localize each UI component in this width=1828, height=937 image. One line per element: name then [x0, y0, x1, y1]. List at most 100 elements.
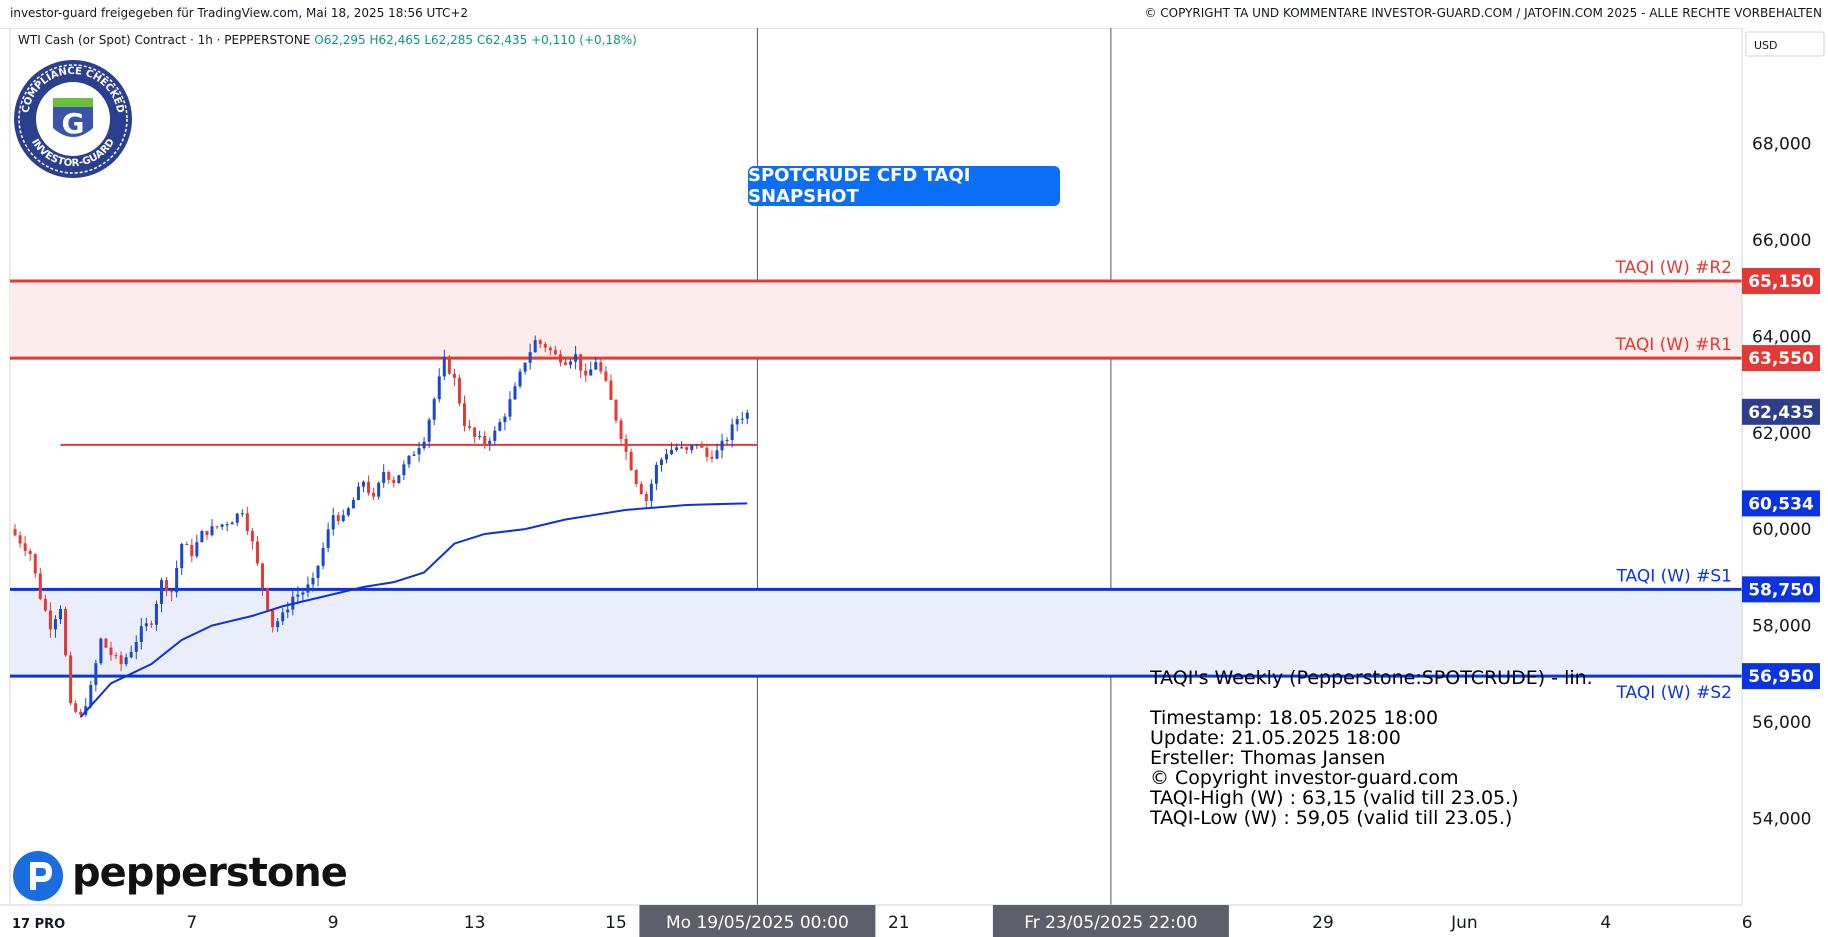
candle-body — [437, 376, 441, 400]
candle-body — [53, 619, 57, 630]
candle-body — [518, 371, 522, 387]
symbol-name: WTI Cash (or Spot) Contract · 1h · PEPPE… — [18, 33, 311, 47]
candle-body — [341, 515, 345, 521]
candle-body — [225, 524, 229, 526]
candle-body — [387, 472, 391, 480]
candle-body — [457, 377, 461, 404]
candle-body — [104, 638, 108, 648]
candle-body — [447, 356, 451, 374]
candle-body — [690, 444, 694, 451]
candle-body — [18, 535, 22, 544]
candle-body — [215, 526, 219, 528]
time-axis[interactable]: 7 9 13 15 21 29 Jun 4 6 Mo 19/05/2025 00:00 Fr 23/… — [0, 904, 1828, 937]
info-line: Ersteller: Thomas Jansen — [1150, 747, 1386, 769]
taqi-zone — [10, 280, 1742, 359]
candle-body — [266, 588, 270, 610]
candle-body — [730, 424, 734, 440]
candle-body — [710, 456, 714, 459]
candle-body — [397, 475, 401, 484]
candle-body — [629, 451, 633, 471]
candle-body — [74, 703, 78, 712]
candle-body — [175, 568, 179, 593]
level-name: TAQI (W) #R2 — [1614, 258, 1732, 278]
level-price-tag — [1742, 576, 1820, 603]
candle-body — [139, 626, 143, 642]
candle-body — [245, 513, 249, 531]
candle-body — [281, 612, 285, 622]
level-name: TAQI (W) #S1 — [1615, 566, 1732, 586]
candle-body — [382, 472, 386, 483]
candle-body — [498, 422, 502, 431]
candle-body — [649, 483, 653, 501]
candle-body — [665, 454, 668, 460]
level-price-tag — [1742, 345, 1820, 372]
level-name: TAQI (W) #S2 — [1615, 683, 1732, 703]
candle-body — [584, 370, 588, 376]
publisher-info: investor-guard freigegeben für TradingVi… — [10, 6, 469, 20]
candle-body — [503, 416, 507, 423]
grid-layer — [9, 28, 1112, 905]
candle-body — [154, 603, 158, 625]
currency-label: USD — [1754, 39, 1778, 52]
candle-body — [316, 565, 320, 578]
candle-body — [478, 435, 482, 437]
candle-body — [301, 592, 305, 595]
taqi-zone — [10, 589, 1742, 677]
candle-body — [69, 655, 73, 704]
info-line: Timestamp: 18.05.2025 18:00 — [1150, 707, 1439, 729]
candle-body — [574, 354, 578, 362]
candle-body — [705, 447, 709, 457]
candle-body — [513, 386, 517, 400]
candle-body — [109, 647, 113, 656]
candle-body — [604, 371, 608, 381]
currency-box — [1745, 31, 1825, 57]
candle-body — [331, 515, 335, 530]
candle-body — [564, 362, 567, 365]
time-tick-label: 29 — [1312, 913, 1334, 933]
candle-body — [38, 573, 42, 599]
price-tick-label: 64,000 — [1752, 327, 1811, 347]
candle-body — [427, 419, 431, 442]
candle-body — [362, 481, 365, 487]
info-title: TAQI's Weekly (Pepperstone:SPOTCRUDE) - … — [1150, 667, 1593, 689]
price-tick-label: 68,000 — [1752, 135, 1811, 155]
candle-body — [407, 455, 411, 465]
candle-body — [579, 354, 583, 371]
candle-body — [124, 657, 128, 665]
pepperstone-logo-icon — [13, 851, 63, 901]
time-tick-label: Jun — [1450, 913, 1478, 933]
badge-letter: G — [62, 107, 85, 140]
candle-body — [594, 362, 598, 370]
candle-body — [614, 399, 618, 421]
candle-body — [296, 594, 300, 597]
candle-body — [165, 580, 169, 592]
candle-body — [700, 444, 704, 448]
candle-body — [533, 340, 537, 353]
candle-body — [114, 655, 118, 657]
candle-body — [715, 450, 719, 459]
candle-body — [442, 356, 446, 377]
time-tick-label: 7 — [186, 913, 197, 933]
candle-body — [144, 623, 148, 627]
level-price-label: 56,950 — [1748, 667, 1814, 687]
price-axis[interactable]: USD 65,150 63,550 58,750 56,950 54,000 56,000 5… — [1741, 28, 1828, 937]
candle-body — [170, 591, 174, 593]
ohlc-low: L62,285 — [424, 33, 474, 47]
candle-body — [528, 352, 532, 363]
candle-body — [508, 399, 512, 417]
candle-body — [473, 427, 477, 437]
snapshot-label: SPOTCRUDE CFD TAQI SNAPSHOT — [748, 165, 1060, 207]
candle-body — [675, 447, 679, 450]
candle-body — [695, 444, 699, 446]
candle-body — [377, 482, 381, 497]
time-tick-label: 21 — [888, 913, 910, 933]
candle-body — [200, 531, 204, 543]
candle-body — [306, 584, 310, 593]
time-marker-tag — [639, 905, 876, 937]
candle-body — [33, 554, 37, 574]
candle-body — [523, 362, 527, 372]
broker-brand: pepperstone — [12, 850, 348, 906]
candle-body — [321, 547, 325, 566]
candle-body — [250, 530, 254, 542]
